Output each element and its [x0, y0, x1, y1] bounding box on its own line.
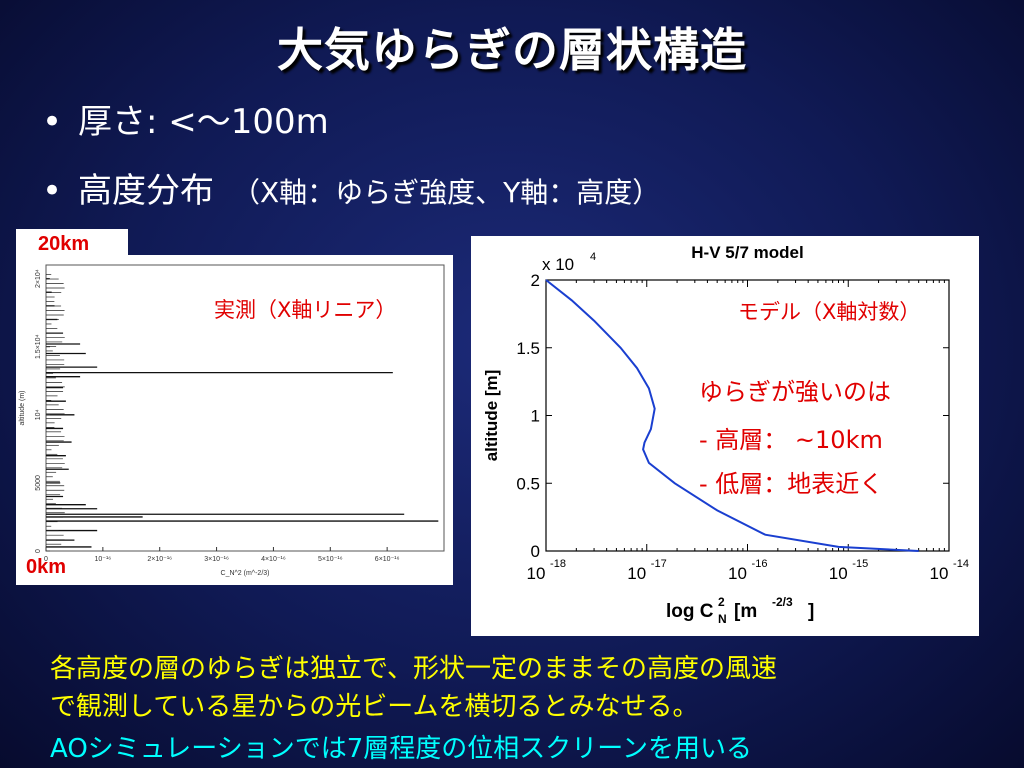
x-tick-base: 10 [527, 564, 546, 583]
left-chart-label-tab [16, 229, 128, 259]
high-layer-note: - 高層： ~10km [699, 426, 883, 454]
x-axis-label-unit: [m [734, 601, 757, 622]
y-multiplier-exp: 4 [590, 251, 596, 263]
y-tick-label: 10⁴ [35, 409, 42, 420]
bullet-text: 高度分布 [78, 171, 214, 211]
x-tick-exp: -14 [953, 558, 969, 570]
footer-line-3: AOシミュレーションでは7層程度の位相スクリーンを用いる [50, 734, 752, 764]
x-tick-exp: -15 [852, 558, 868, 570]
bullet-dot: • [42, 171, 63, 211]
low-layer-note: - 低層：地表近く [699, 470, 884, 498]
measured-profile-chart: 0 5000 10⁴ 1.5×10⁴ 2×10⁴ 0 10⁻¹⁶ 2×10⁻¹⁶ 3×10⁻¹⁶… [19, 264, 445, 577]
y-tick-label: 5000 [35, 475, 42, 491]
bullet-text: 厚さ: <〜100m [78, 102, 329, 142]
chart-title: H-V 5/7 model [691, 243, 803, 262]
model-annotation: モデル（X軸対数） [738, 300, 921, 324]
y-axis-label: altitude (m) [19, 390, 26, 425]
y-multiplier: x 10 [542, 255, 574, 274]
x-tick-label: 6×10⁻¹⁶ [375, 556, 400, 563]
x-axis-label-sup: 2 [718, 595, 725, 609]
bullet-dot: • [42, 102, 63, 142]
y-tick-label: 2×10⁴ [35, 269, 42, 288]
y-tick-label: 0 [35, 549, 42, 553]
footer-line-1: 各高度の層のゆらぎは独立で、形状一定のままその高度の風速 [50, 654, 777, 684]
measured-profile-panel: 0 5000 10⁴ 1.5×10⁴ 2×10⁴ 0 10⁻¹⁶ 2×10⁻¹⁶ 3×10⁻¹⁶… [16, 255, 453, 585]
x-tick-label: 10⁻¹⁶ [95, 556, 112, 563]
x-tick-label: 5×10⁻¹⁶ [318, 556, 343, 563]
y-tick-label: 0.5 [516, 474, 540, 493]
x-axis-label-sub: N [718, 612, 727, 626]
x-axis-label-main: log C [666, 601, 714, 622]
footer-line-2: で観測している星からの光ビームを横切るとみなせる。 [50, 692, 699, 722]
y-axis-label: altitude [m] [482, 370, 501, 462]
page-title: 大気ゆらぎの層状構造 [277, 23, 747, 77]
label-20km: 20km [38, 233, 90, 255]
x-tick-label: 2×10⁻¹⁶ [147, 556, 172, 563]
x-tick-base: 10 [728, 564, 747, 583]
x-axis-label-unit-sup: -2/3 [772, 595, 793, 609]
label-0km: 0km [26, 556, 67, 578]
x-tick-base: 10 [930, 564, 949, 583]
y-tick-label: 1 [531, 407, 540, 426]
measured-annotation: 実測（X軸リニア） [214, 298, 397, 322]
x-tick-base: 10 [829, 564, 848, 583]
x-tick-label: 0 [44, 556, 48, 563]
x-tick-label: 3×10⁻¹⁶ [204, 556, 229, 563]
cn2-model-curve [545, 279, 919, 552]
y-tick-label: 2 [531, 271, 540, 290]
model-profile-panel: H-V 5/7 model x 10 4 0 0.5 1 1.5 2 10 -18 10 -17 10-… [471, 236, 979, 636]
strong-turbulence-note: ゆらぎが強いのは [699, 378, 891, 406]
y-tick-label: 1.5 [516, 339, 540, 358]
x-axis-label-unit-end: ] [808, 601, 814, 622]
x-axis-label: C_N^2 (m^-2/3) [221, 570, 270, 577]
x-tick-exp: -18 [550, 558, 566, 570]
x-tick-exp: -16 [752, 558, 768, 570]
y-tick-label: 0 [531, 542, 540, 561]
x-tick-base: 10 [627, 564, 646, 583]
x-tick-exp: -17 [651, 558, 667, 570]
x-tick-label: 4×10⁻¹⁶ [261, 556, 286, 563]
bullet-paren: （X軸：ゆらぎ強度、Y軸：高度） [232, 176, 661, 209]
bullet-altitude-distribution: • 高度分布 （X軸：ゆらぎ強度、Y軸：高度） [42, 163, 660, 212]
y-tick-label: 1.5×10⁴ [35, 334, 42, 359]
plot-frame [45, 264, 445, 552]
bullet-thickness: • 厚さ: <〜100m [42, 94, 329, 143]
